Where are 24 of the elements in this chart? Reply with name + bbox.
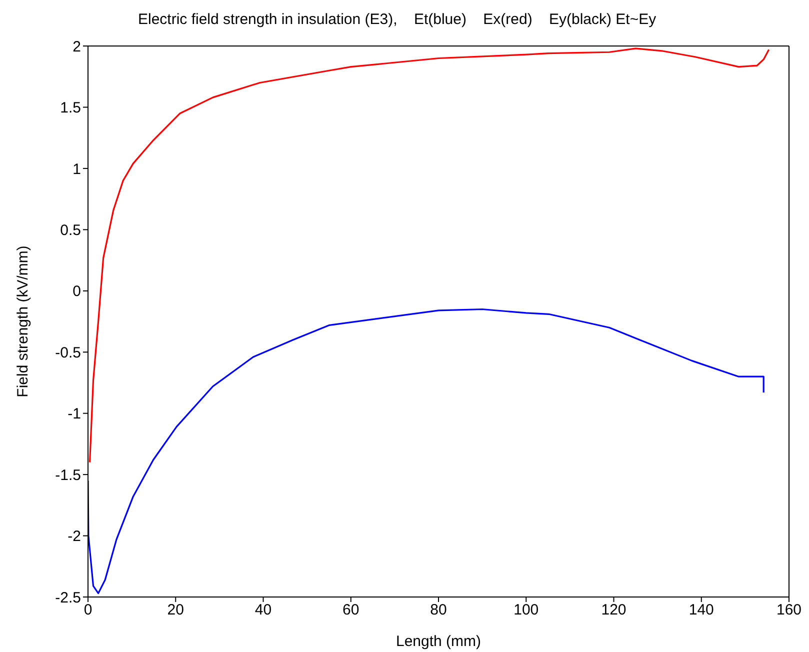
x-tick-label: 140 — [688, 602, 714, 619]
y-tick-label: -2.5 — [55, 589, 81, 606]
x-axis-title: Length (mm) — [396, 633, 482, 650]
y-tick-label: 0 — [72, 283, 81, 300]
y-axis-title: Field strength (kV/mm) — [14, 246, 32, 398]
line-series — [88, 48, 770, 464]
x-tick-label: 160 — [776, 602, 802, 619]
x-tick-label: 0 — [84, 602, 92, 619]
line-series — [88, 308, 764, 594]
x-tick-label: 100 — [514, 602, 539, 619]
y-tick-label: -0.5 — [55, 344, 81, 362]
y-tick-label: 0.5 — [60, 222, 81, 239]
x-tick-label: 60 — [342, 602, 360, 619]
x-tick-label: 20 — [167, 602, 184, 619]
y-tick-label: 1 — [72, 160, 81, 178]
y-tick-label: -1 — [68, 406, 81, 423]
x-tick-label: 80 — [430, 602, 447, 619]
y-tick-label: -1.5 — [55, 466, 81, 484]
y-tick-label: 2 — [72, 38, 81, 56]
chart-title: Electric field strength in insulation (E3), Et(blue) Ex(red) Ey(black) Et~Ey — [137, 10, 658, 30]
x-tick-label: 40 — [254, 602, 272, 619]
x-tick-label: 120 — [601, 602, 626, 619]
y-tick-label: 1.5 — [60, 100, 81, 117]
y-tick-label: -2 — [68, 528, 81, 546]
